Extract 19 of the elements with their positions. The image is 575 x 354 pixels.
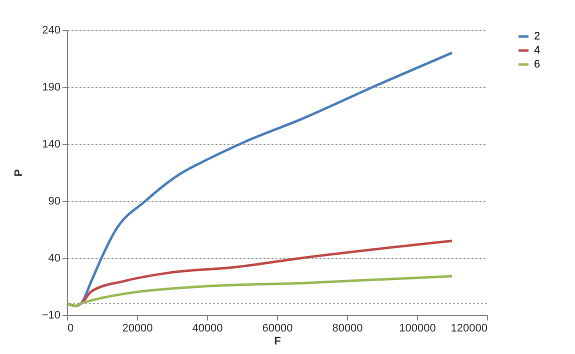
line-series bbox=[66, 274, 454, 308]
x-tick-label: 0 bbox=[68, 322, 74, 334]
y-axis-title: P bbox=[12, 169, 25, 177]
x-tick-label: 80000 bbox=[332, 322, 363, 334]
y-tick-label: 240 bbox=[42, 24, 60, 36]
x-tick-label: 40000 bbox=[192, 322, 223, 334]
y-tick-label: 190 bbox=[42, 82, 60, 94]
y-tick-label: 140 bbox=[42, 138, 60, 150]
y-tick-label: 90 bbox=[48, 196, 60, 208]
x-axis-title: F bbox=[274, 336, 282, 348]
x-tick-label: 100000 bbox=[399, 322, 436, 334]
legend-label: 2 bbox=[534, 30, 540, 42]
y-tick-label: 40 bbox=[48, 252, 60, 264]
x-tick-label: 20000 bbox=[122, 322, 153, 334]
legend-label: 4 bbox=[534, 44, 540, 56]
x-tick-label: 60000 bbox=[262, 322, 293, 334]
x-tick-label: 120000 bbox=[450, 322, 488, 334]
y-tick-label: −10 bbox=[42, 310, 60, 322]
legend-label: 6 bbox=[534, 58, 540, 70]
